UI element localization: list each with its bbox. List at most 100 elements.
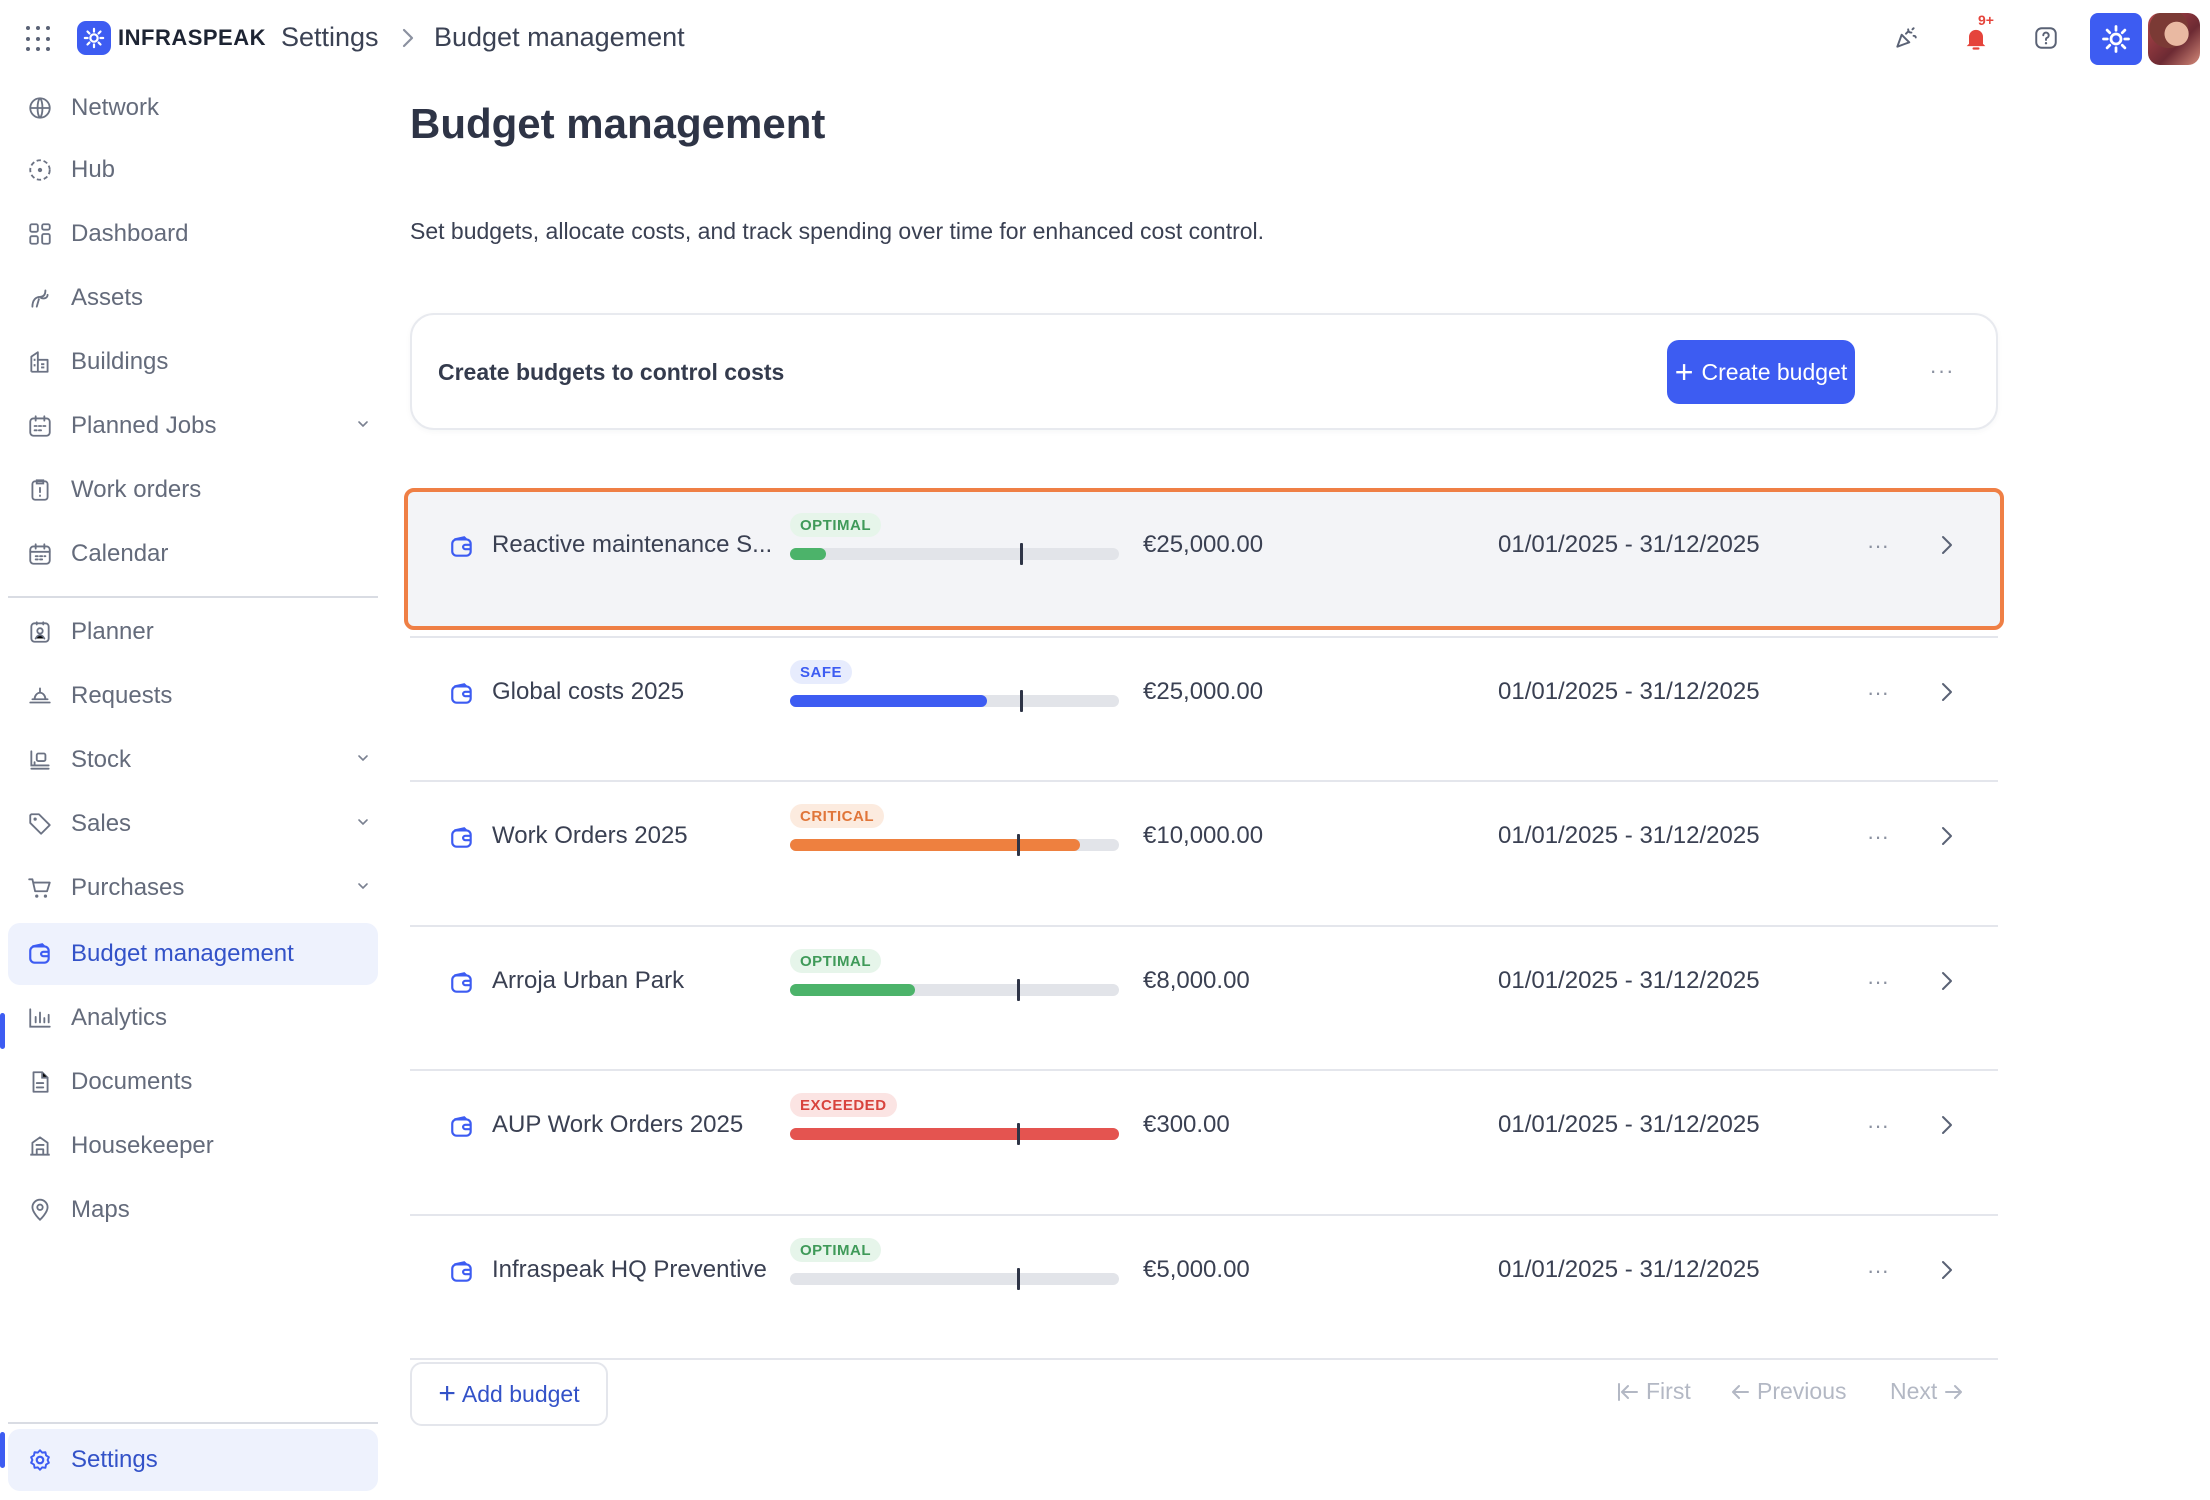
budget-name: Global costs 2025: [492, 678, 685, 705]
budget-row[interactable]: Work Orders 2025 CRITICAL €10,000.00 01/01/…: [410, 781, 1998, 925]
document-icon: [26, 1068, 54, 1096]
settings-active-indicator: [0, 1432, 5, 1468]
budget-name: Arroja Urban Park: [492, 967, 685, 994]
workspace-switcher-button[interactable]: [2090, 13, 2142, 65]
chevron-down-icon[interactable]: [356, 417, 370, 436]
breadcrumb-settings[interactable]: Settings: [281, 22, 379, 52]
budget-period: 01/01/2025 - 31/12/2025: [1498, 1111, 1760, 1138]
budget-period: 01/01/2025 - 31/12/2025: [1498, 822, 1760, 849]
budget-row[interactable]: Reactive maintenance S... OPTIMAL €25,000.…: [404, 488, 2004, 630]
row-divider: [410, 780, 1998, 782]
row-more-options-icon[interactable]: ···: [1867, 969, 1889, 994]
budget-name: Infraspeak HQ Preventive: [492, 1256, 767, 1283]
building-icon: [26, 348, 54, 376]
stock-icon: [26, 746, 54, 774]
sidebar-item-requests[interactable]: Requests: [8, 665, 378, 727]
sidebar-item-label: Purchases: [71, 874, 185, 901]
row-divider: [410, 1358, 1998, 1360]
chevron-down-icon[interactable]: [356, 751, 370, 770]
help-icon[interactable]: [2028, 20, 2064, 56]
hub-icon: [26, 156, 54, 184]
row-divider: [410, 925, 1998, 927]
sidebar-item-planned-jobs[interactable]: Planned Jobs: [8, 395, 378, 457]
pagination-next-button[interactable]: Next: [1890, 1378, 1971, 1405]
analytics-icon: [26, 1004, 54, 1032]
chevron-down-icon[interactable]: [356, 879, 370, 898]
chevron-down-icon[interactable]: [356, 815, 370, 834]
budget-row[interactable]: Global costs 2025 SAFE €25,000.00 01/01/202…: [410, 637, 1998, 781]
dashboard-icon: [26, 220, 54, 248]
budget-progress-bar: [790, 834, 1119, 856]
wallet-icon: [448, 680, 476, 708]
sidebar-item-work-orders[interactable]: Work orders: [8, 459, 378, 521]
wallet-icon: [448, 533, 476, 561]
sidebar-item-maps[interactable]: Maps: [8, 1179, 378, 1241]
sidebar-item-documents[interactable]: Documents: [8, 1051, 378, 1113]
chevron-right-icon[interactable]: [1932, 1110, 1962, 1140]
sidebar-item-settings[interactable]: Settings: [8, 1429, 378, 1491]
add-budget-button[interactable]: + Add budget: [410, 1362, 608, 1426]
sidebar-item-housekeeper[interactable]: Housekeeper: [8, 1115, 378, 1177]
budget-progress-fill: [790, 1128, 1119, 1140]
notifications-bell-icon[interactable]: [1958, 20, 1994, 56]
sidebar-item-network[interactable]: Network: [8, 77, 378, 139]
more-options-icon[interactable]: ···: [1929, 358, 1955, 383]
row-more-options-icon[interactable]: ···: [1867, 1113, 1889, 1138]
sidebar-item-analytics[interactable]: Analytics: [8, 987, 378, 1049]
arrow-right-icon: [1945, 1384, 1963, 1399]
time-elapsed-marker: [1020, 690, 1023, 712]
apps-grid-icon[interactable]: [24, 24, 54, 54]
row-more-options-icon[interactable]: ···: [1867, 824, 1889, 849]
sidebar-item-sales[interactable]: Sales: [8, 793, 378, 855]
sidebar-item-label: Settings: [71, 1446, 158, 1473]
sidebar-item-buildings[interactable]: Buildings: [8, 331, 378, 393]
brand-logo[interactable]: INFRASPEAK: [77, 21, 266, 55]
time-elapsed-marker: [1017, 1123, 1020, 1145]
sidebar-item-assets[interactable]: Assets: [8, 267, 378, 329]
sidebar-item-budget-management[interactable]: Budget management: [8, 923, 378, 985]
row-more-options-icon[interactable]: ···: [1867, 1258, 1889, 1283]
budget-amount: €5,000.00: [1143, 1256, 1250, 1283]
budget-period: 01/01/2025 - 31/12/2025: [1498, 967, 1760, 994]
budget-progress-bar: [790, 979, 1119, 1001]
logo-gear-icon: [77, 21, 111, 55]
assets-icon: [26, 284, 54, 312]
budget-amount: €300.00: [1143, 1111, 1230, 1138]
budget-row[interactable]: Arroja Urban Park OPTIMAL €8,000.00 01/01/2…: [410, 926, 1998, 1070]
wallet-icon: [448, 969, 476, 997]
brand-name: INFRASPEAK: [118, 25, 267, 50]
pagination-previous-button[interactable]: Previous: [1723, 1378, 1846, 1405]
whats-new-party-icon[interactable]: [1888, 20, 1924, 56]
time-elapsed-marker: [1020, 543, 1023, 565]
budget-amount: €25,000.00: [1143, 531, 1264, 558]
status-badge: OPTIMAL: [790, 1238, 881, 1262]
sidebar-item-label: Work orders: [71, 476, 202, 503]
chevron-right-icon[interactable]: [1932, 677, 1962, 707]
sidebar-item-purchases[interactable]: Purchases: [8, 857, 378, 919]
requests-icon: [26, 682, 54, 710]
sidebar-item-dashboard[interactable]: Dashboard: [8, 203, 378, 265]
chevron-right-icon[interactable]: [1932, 821, 1962, 851]
sidebar-item-label: Documents: [71, 1068, 193, 1095]
planner-icon: [26, 618, 54, 646]
sidebar-item-calendar[interactable]: Calendar: [8, 523, 378, 585]
budget-row[interactable]: AUP Work Orders 2025 EXCEEDED €300.00 01/01…: [410, 1070, 1998, 1214]
sidebar-item-hub[interactable]: Hub: [8, 139, 378, 201]
pagination-next-label: Next: [1890, 1378, 1938, 1404]
sidebar-item-stock[interactable]: Stock: [8, 729, 378, 791]
budget-progress-fill: [790, 548, 826, 560]
sidebar-item-planner[interactable]: Planner: [8, 601, 378, 663]
pagination-first-button[interactable]: First: [1610, 1378, 1691, 1405]
chevron-right-icon[interactable]: [1932, 530, 1962, 560]
cart-icon: [26, 874, 54, 902]
row-more-options-icon[interactable]: ···: [1867, 680, 1889, 705]
user-avatar[interactable]: [2148, 13, 2200, 65]
chevron-right-icon[interactable]: [1932, 966, 1962, 996]
create-budget-button[interactable]: + Create budget: [1667, 340, 1855, 404]
row-more-options-icon[interactable]: ···: [1867, 533, 1889, 558]
budget-name: Work Orders 2025: [492, 822, 688, 849]
time-elapsed-marker: [1017, 1268, 1020, 1290]
sidebar-item-label: Assets: [71, 284, 144, 311]
chevron-right-icon[interactable]: [1932, 1255, 1962, 1285]
budget-row[interactable]: Infraspeak HQ Preventive OPTIMAL €5,000.00…: [410, 1215, 1998, 1359]
